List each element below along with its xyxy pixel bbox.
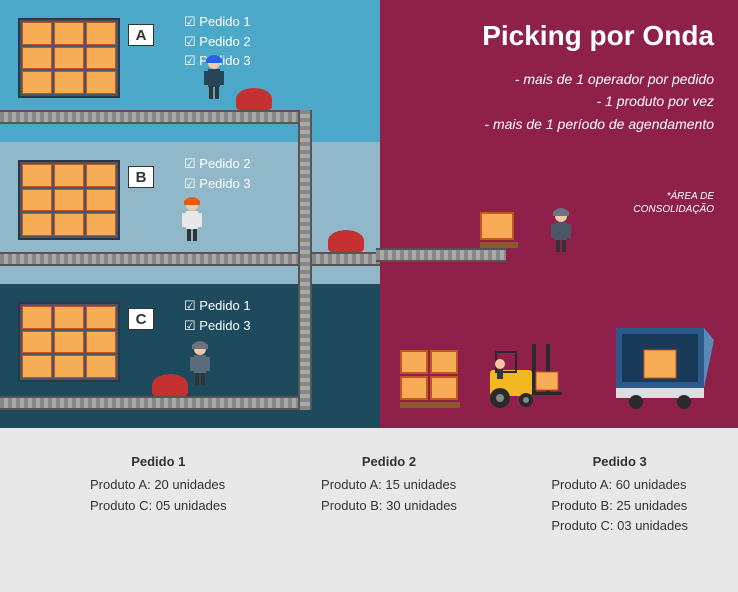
- zone-b: B Pedido 2 Pedido 3: [0, 142, 380, 284]
- left-zones: A Pedido 1 Pedido 2 Pedido 3: [0, 0, 380, 428]
- cart-icon: [236, 88, 272, 110]
- zone-a-label: A: [128, 24, 154, 46]
- order-line: Produto B: 30 unidades: [321, 496, 457, 517]
- check-item: Pedido 3: [184, 174, 251, 194]
- conveyor-a: [0, 110, 312, 124]
- zone-c: C Pedido 1 Pedido 3: [0, 284, 380, 428]
- right-panel: Picking por Onda - mais de 1 operador po…: [380, 0, 738, 428]
- forklift-icon: [484, 342, 564, 410]
- pallet-icon: [480, 212, 518, 248]
- worker-icon: [176, 195, 208, 248]
- check-item: Pedido 2: [184, 154, 251, 174]
- order-line: Produto C: 03 unidades: [551, 516, 688, 537]
- zone-c-checks: Pedido 1 Pedido 3: [184, 296, 251, 335]
- order-line: Produto A: 60 unidades: [551, 475, 688, 496]
- order-line: Produto A: 20 unidades: [90, 475, 227, 496]
- orders-section: Pedido 1 Produto A: 20 unidades Produto …: [0, 428, 738, 592]
- zone-c-label: C: [128, 308, 154, 330]
- cart-icon: [328, 230, 364, 252]
- pallet-icon: [400, 350, 460, 408]
- conveyor-consol: [376, 248, 506, 262]
- bullet: - mais de 1 período de agendamento: [404, 113, 714, 135]
- worker-icon: [184, 339, 216, 392]
- bullets: - mais de 1 operador por pedido - 1 prod…: [404, 68, 714, 135]
- check-item: Pedido 1: [184, 296, 251, 316]
- cart-icon: [152, 374, 188, 396]
- check-item: Pedido 3: [184, 316, 251, 336]
- worker-icon: [198, 53, 230, 106]
- zone-a: A Pedido 1 Pedido 2 Pedido 3: [0, 0, 380, 142]
- check-item: Pedido 1: [184, 12, 251, 32]
- order-1: Pedido 1 Produto A: 20 unidades Produto …: [90, 452, 227, 568]
- order-line: Produto A: 15 unidades: [321, 475, 457, 496]
- check-item: Pedido 2: [184, 32, 251, 52]
- zone-b-checks: Pedido 2 Pedido 3: [184, 154, 251, 193]
- panel-title: Picking por Onda: [404, 20, 714, 52]
- zone-b-label: B: [128, 166, 154, 188]
- order-title: Pedido 3: [551, 452, 688, 473]
- top-section: A Pedido 1 Pedido 2 Pedido 3: [0, 0, 738, 428]
- shelf-a: [18, 18, 120, 98]
- order-line: Produto B: 25 unidades: [551, 496, 688, 517]
- bullet: - mais de 1 operador por pedido: [404, 68, 714, 90]
- order-line: Produto C: 05 unidades: [90, 496, 227, 517]
- shelf-c: [18, 302, 120, 382]
- conveyor-b: [0, 252, 380, 266]
- area-label: *ÁREA DE CONSOLIDAÇÃO: [633, 190, 714, 216]
- order-3: Pedido 3 Produto A: 60 unidades Produto …: [551, 452, 688, 568]
- bullet: - 1 produto por vez: [404, 90, 714, 112]
- order-title: Pedido 1: [90, 452, 227, 473]
- conveyor-c: [0, 396, 312, 410]
- shelf-b: [18, 160, 120, 240]
- infographic-root: A Pedido 1 Pedido 2 Pedido 3: [0, 0, 738, 592]
- truck-icon: [616, 322, 726, 410]
- conveyor-vertical: [298, 110, 312, 410]
- order-title: Pedido 2: [321, 452, 457, 473]
- order-2: Pedido 2 Produto A: 15 unidades Produto …: [321, 452, 457, 568]
